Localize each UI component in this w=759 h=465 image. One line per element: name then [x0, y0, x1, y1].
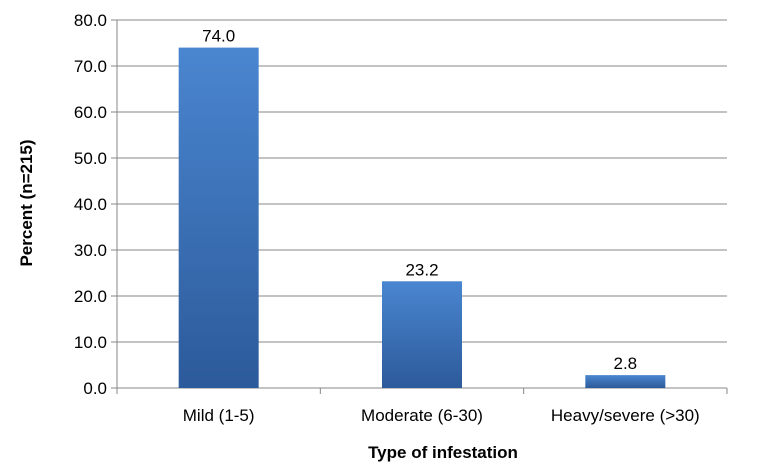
x-tick-label: Moderate (6-30): [361, 406, 483, 425]
y-tick-label: 60.0: [74, 103, 107, 122]
y-tick-label: 10.0: [74, 333, 107, 352]
bar: [585, 375, 666, 388]
labels: 0.0 10.0 20.0 30.0 40.0 50.0 60.0 70.0 80.0 74.0 M…: [74, 11, 700, 425]
y-tick-label: 80.0: [74, 11, 107, 30]
y-tick-label: 40.0: [74, 195, 107, 214]
y-tick-label: 30.0: [74, 241, 107, 260]
bar: [178, 47, 259, 388]
data-label: 23.2: [405, 260, 438, 279]
x-axis-title: Type of infestation: [368, 443, 518, 462]
data-label: 2.8: [614, 354, 638, 373]
bar: [382, 281, 462, 388]
y-tick-label: 0.0: [83, 379, 107, 398]
y-tick-label: 20.0: [74, 287, 107, 306]
y-tick-label: 50.0: [74, 149, 107, 168]
x-tick-label: Heavy/severe (>30): [551, 406, 700, 425]
data-label: 74.0: [202, 27, 235, 46]
y-axis-title: Percent (n=215): [17, 139, 36, 266]
y-tick-label: 70.0: [74, 57, 107, 76]
bars: [178, 47, 666, 388]
x-tick-label: Mild (1-5): [183, 406, 255, 425]
